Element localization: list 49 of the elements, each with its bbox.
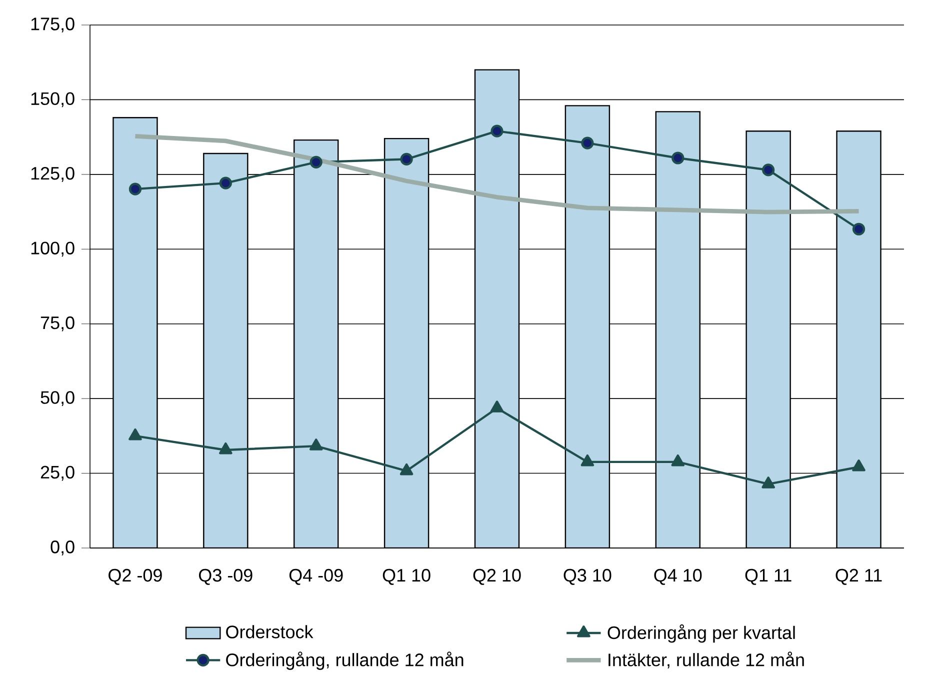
y-tick-label: 0,0 — [50, 540, 74, 556]
x-tick-label: Q1 10 — [382, 568, 430, 585]
point — [219, 176, 232, 190]
x-tick-label: Q4 10 — [654, 568, 702, 585]
legend-label: Orderingång, rullande 12 mån — [226, 652, 464, 670]
bar — [203, 152, 248, 548]
y-tick-label: 75,0 — [40, 316, 74, 332]
y-tick-label: 25,0 — [40, 466, 74, 481]
legend-label: Intäkter, rullande 12 mån — [608, 652, 804, 668]
point — [400, 463, 414, 476]
bar — [836, 130, 882, 548]
point — [490, 124, 504, 138]
point — [762, 476, 775, 488]
bar — [746, 130, 791, 548]
point — [672, 152, 684, 164]
y-tick-label: 50,0 — [40, 391, 74, 406]
point — [580, 454, 594, 466]
point — [671, 454, 685, 466]
x-tick-label: Q4 -09 — [289, 568, 343, 585]
x-tick-label: Q1 11 — [745, 568, 792, 585]
point — [581, 136, 594, 150]
point — [128, 428, 142, 440]
bar — [294, 139, 339, 548]
x-tick-label: Q3 -09 — [199, 568, 252, 585]
bar — [474, 69, 520, 548]
point — [762, 164, 775, 176]
point — [128, 182, 142, 196]
y-tick-label: 150,0 — [31, 92, 74, 108]
y-tick-label: 175,0 — [31, 18, 74, 32]
x-tick-label: Q2 -09 — [108, 568, 162, 585]
point — [219, 442, 232, 454]
point — [852, 222, 866, 236]
x-tick-label: Q3 10 — [564, 568, 612, 585]
y-tick-label: 100,0 — [31, 242, 74, 257]
bar — [564, 105, 610, 548]
y-tick-label: 125,0 — [31, 166, 74, 182]
bar — [112, 117, 158, 548]
point — [490, 400, 504, 412]
legend-label: Orderstock — [226, 625, 314, 638]
point — [309, 438, 323, 450]
line-series — [133, 134, 861, 214]
legend-label: Orderingång per kvartal — [608, 624, 795, 643]
bar — [655, 111, 700, 548]
bar — [384, 138, 430, 548]
point — [310, 156, 322, 168]
point — [852, 460, 866, 472]
x-tick-label: Q2 11 — [836, 568, 882, 585]
x-tick-label: Q2 10 — [473, 568, 521, 585]
point — [400, 152, 413, 166]
